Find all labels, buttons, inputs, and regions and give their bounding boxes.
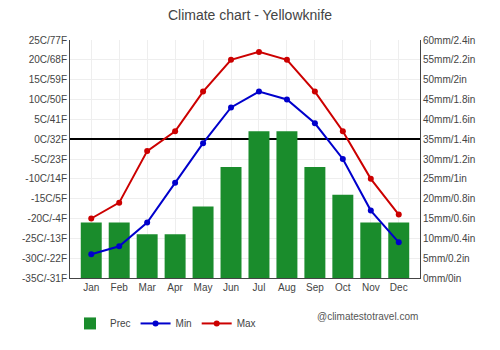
svg-text:Apr: Apr [167,282,183,293]
svg-text:-30C/-22F: -30C/-22F [22,253,67,264]
svg-text:10C/50F: 10C/50F [29,94,67,105]
svg-text:10mm/0.4in: 10mm/0.4in [423,233,475,244]
svg-text:15mm/0.6in: 15mm/0.6in [423,213,475,224]
svg-text:45mm/1.8in: 45mm/1.8in [423,94,475,105]
svg-text:Jul: Jul [253,282,266,293]
svg-text:-5C/23F: -5C/23F [31,154,67,165]
svg-text:-10C/14F: -10C/14F [25,173,67,184]
svg-text:Sep: Sep [306,282,324,293]
svg-text:-20C/-4F: -20C/-4F [28,213,67,224]
svg-text:5C/41F: 5C/41F [34,114,67,125]
svg-text:-15C/5F: -15C/5F [31,193,67,204]
svg-text:20C/68F: 20C/68F [29,54,67,65]
svg-text:0C/32F: 0C/32F [34,134,67,145]
svg-text:35mm/1.4in: 35mm/1.4in [423,134,475,145]
svg-text:0mm/0in: 0mm/0in [423,273,461,284]
svg-text:Prec: Prec [110,318,131,329]
svg-text:May: May [194,282,213,293]
svg-text:Aug: Aug [278,282,296,293]
svg-text:Mar: Mar [139,282,157,293]
svg-text:5mm/0.2in: 5mm/0.2in [423,253,470,264]
svg-text:Jun: Jun [223,282,239,293]
svg-text:Jan: Jan [83,282,99,293]
svg-text:Nov: Nov [362,282,380,293]
svg-text:55mm/2.2in: 55mm/2.2in [423,54,475,65]
svg-text:20mm/0.8in: 20mm/0.8in [423,193,475,204]
svg-text:15C/59F: 15C/59F [29,74,67,85]
svg-text:30mm/1.2in: 30mm/1.2in [423,154,475,165]
svg-text:@climatestotravel.com: @climatestotravel.com [317,311,418,322]
svg-text:Feb: Feb [111,282,129,293]
svg-text:Max: Max [237,318,256,329]
svg-text:25C/77F: 25C/77F [29,35,67,46]
svg-text:-25C/-13F: -25C/-13F [22,233,67,244]
svg-text:Min: Min [176,318,192,329]
svg-text:Dec: Dec [390,282,408,293]
svg-text:40mm/1.6in: 40mm/1.6in [423,114,475,125]
svg-text:50mm/2in: 50mm/2in [423,74,467,85]
svg-text:25mm/1in: 25mm/1in [423,173,467,184]
svg-text:60mm/2.4in: 60mm/2.4in [423,35,475,46]
svg-text:Oct: Oct [335,282,351,293]
svg-text:-35C/-31F: -35C/-31F [22,273,67,284]
svg-text:Climate chart - Yellowknife: Climate chart - Yellowknife [168,7,332,23]
